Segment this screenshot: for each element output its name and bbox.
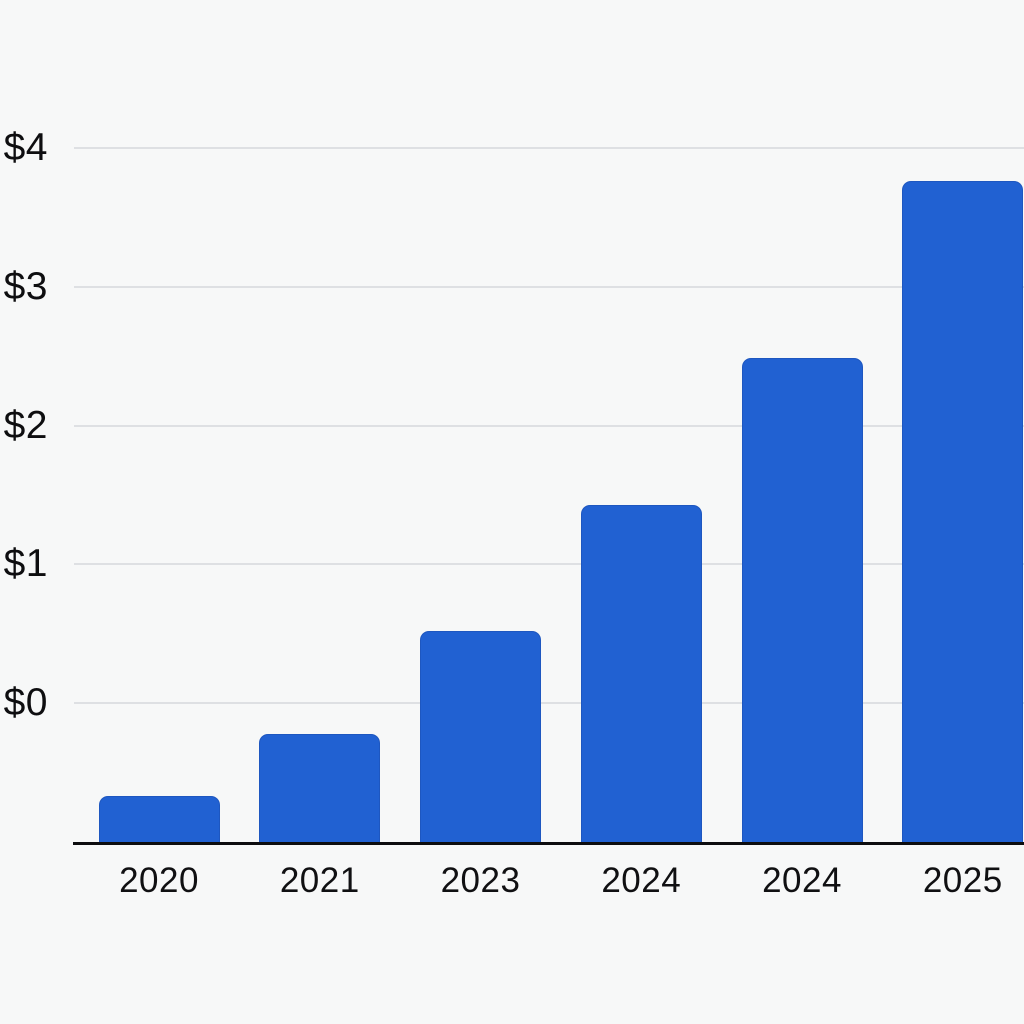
gridline	[74, 285, 1024, 288]
bar-2020-0	[98, 795, 220, 843]
x-axis-line	[73, 842, 1024, 845]
y-axis-tick-label: $1	[3, 542, 48, 586]
bar-2025-5	[902, 181, 1024, 843]
y-axis-tick-label: $2	[3, 403, 48, 447]
gridline	[74, 563, 1024, 566]
x-axis-tick-label: 2024	[601, 861, 682, 900]
y-axis-tick-label: $0	[3, 681, 48, 724]
gridline	[74, 424, 1024, 427]
bar-2024-3	[580, 504, 702, 843]
x-axis-tick-label: 2025	[922, 861, 1003, 900]
bar-2024-4	[741, 357, 863, 843]
x-axis-tick-label: 2024	[762, 861, 842, 900]
x-axis-tick-label: 2021	[279, 861, 360, 900]
x-axis-tick-label: 2020	[119, 861, 199, 900]
gridline	[74, 147, 1024, 149]
gridline	[74, 702, 1024, 704]
bar-2023-2	[420, 630, 541, 843]
y-axis-tick-label: $4	[3, 126, 48, 169]
x-axis-tick-label: 2023	[440, 861, 521, 900]
y-axis-tick-label: $3	[3, 264, 48, 308]
bar-2021-1	[259, 733, 381, 843]
